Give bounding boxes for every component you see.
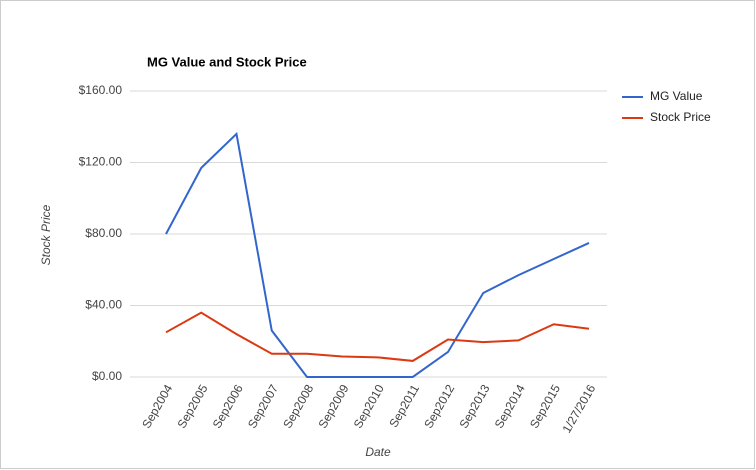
legend-label: MG Value (650, 89, 703, 103)
series-line (165, 131, 590, 378)
y-tick-label: $80.00 (85, 226, 122, 240)
y-axis-title: Stock Price (39, 204, 53, 265)
chart-title: MG Value and Stock Price (147, 54, 307, 69)
y-tick-label: $40.00 (85, 298, 122, 312)
legend-label: Stock Price (650, 110, 711, 124)
y-tick-label: $0.00 (92, 369, 122, 383)
y-tick-label: $120.00 (79, 155, 123, 169)
x-axis-title: Date (365, 445, 391, 459)
y-tick-label: $160.00 (79, 83, 123, 97)
series-line (165, 311, 590, 362)
